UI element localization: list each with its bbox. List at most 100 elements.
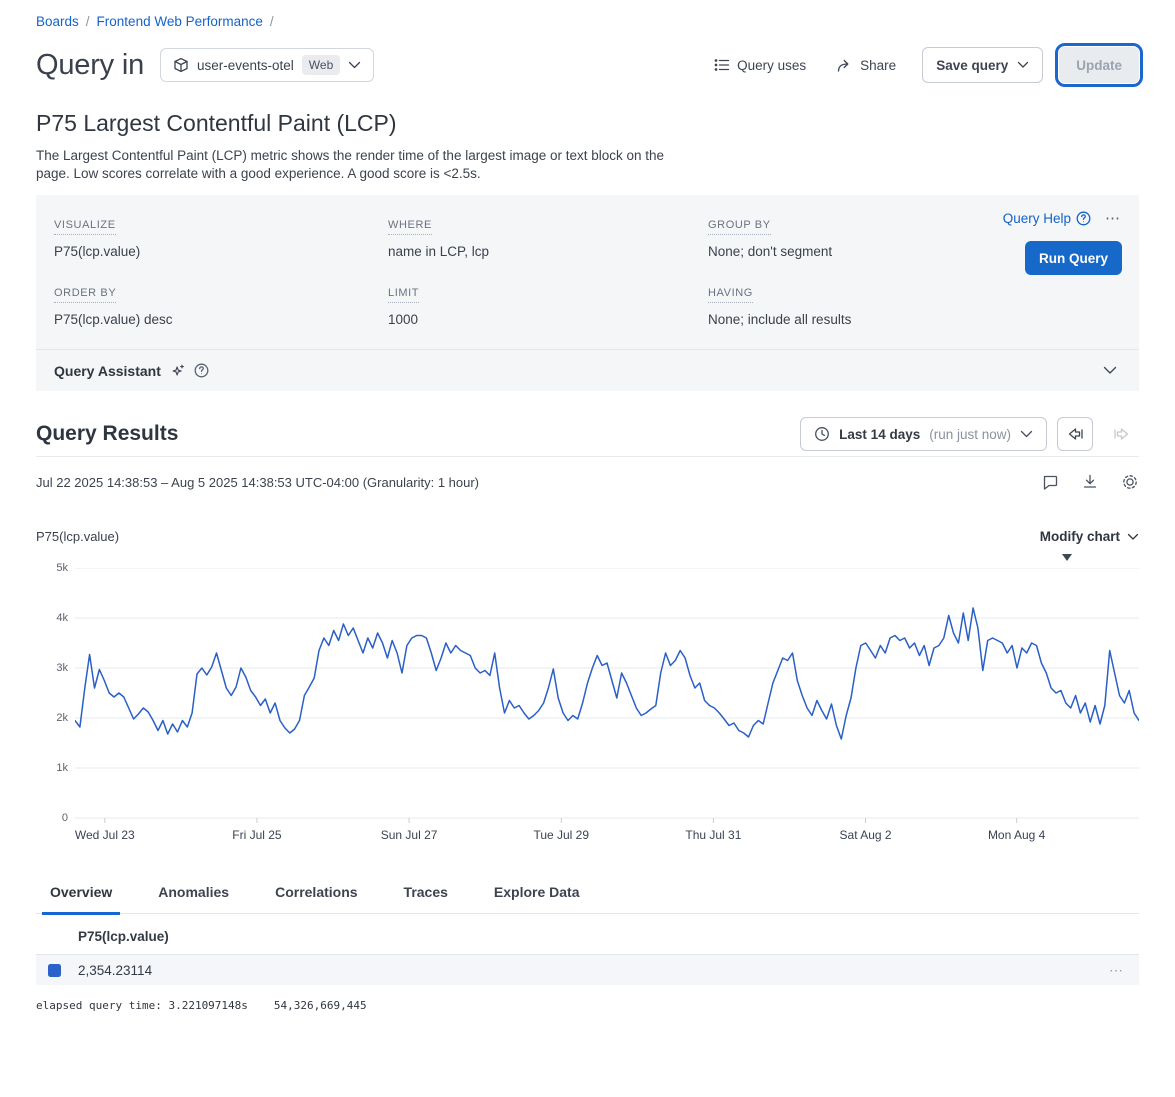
limit-clause[interactable]: LIMIT 1000 bbox=[388, 283, 708, 327]
visualize-label: VISUALIZE bbox=[54, 219, 116, 235]
gear-icon[interactable] bbox=[1121, 473, 1139, 491]
x-tick-label: Sun Jul 27 bbox=[381, 828, 438, 842]
modify-chart-button[interactable]: Modify chart bbox=[1040, 529, 1139, 544]
breadcrumb: Boards / Frontend Web Performance / bbox=[36, 14, 1175, 29]
query-uses-button[interactable]: Query uses bbox=[714, 58, 806, 73]
table-row[interactable]: 2,354.23114 ⋯ bbox=[36, 955, 1139, 985]
results-divider bbox=[36, 456, 1139, 457]
tab-overview[interactable]: Overview bbox=[42, 884, 120, 913]
share-button[interactable]: Share bbox=[836, 58, 896, 73]
lcp-line-chart[interactable]: 01k2k3k4k5k Wed Jul 23Fri Jul 25Sun Jul … bbox=[36, 552, 1139, 846]
y-tick-label: 5k bbox=[36, 561, 68, 575]
group-by-clause[interactable]: GROUP BY None; don't segment bbox=[708, 215, 989, 259]
table-column-header: P75(lcp.value) bbox=[36, 914, 1139, 955]
results-header: Query Results Last 14 days (run just now… bbox=[36, 417, 1139, 451]
x-tick-label: Tue Jul 29 bbox=[533, 828, 589, 842]
timestamp-row: Jul 22 2025 14:38:53 – Aug 5 2025 14:38:… bbox=[36, 473, 1139, 491]
query-assistant-bar[interactable]: Query Assistant bbox=[36, 349, 1139, 391]
builder-more-menu[interactable]: ⋯ bbox=[1105, 209, 1121, 227]
dataset-icon bbox=[173, 57, 189, 73]
update-button[interactable]: Update bbox=[1059, 47, 1139, 83]
query-description: The Largest Contentful Paint (LCP) metri… bbox=[36, 147, 699, 183]
query-assistant-label: Query Assistant bbox=[54, 363, 161, 379]
clock-icon bbox=[814, 426, 830, 442]
visualize-clause[interactable]: VISUALIZE P75(lcp.value) bbox=[54, 215, 388, 259]
download-icon[interactable] bbox=[1081, 473, 1099, 491]
time-range-selector[interactable]: Last 14 days (run just now) bbox=[800, 417, 1047, 451]
dataset-name: user-events-otel bbox=[197, 58, 294, 73]
time-range-value: Last 14 days bbox=[839, 427, 920, 442]
dataset-selector[interactable]: user-events-otel Web bbox=[160, 48, 374, 82]
elapsed-time-text: elapsed query time: 3.221097148s bbox=[36, 999, 248, 1012]
tab-anomalies[interactable]: Anomalies bbox=[150, 884, 237, 913]
x-tick-label: Wed Jul 23 bbox=[75, 828, 135, 842]
help-circle-icon bbox=[1076, 211, 1091, 226]
query-help-link[interactable]: Query Help bbox=[1003, 211, 1091, 226]
chart-series-label: P75(lcp.value) bbox=[36, 529, 119, 544]
share-label: Share bbox=[860, 58, 896, 73]
sparkle-icon bbox=[170, 363, 186, 379]
order-by-value[interactable]: P75(lcp.value) desc bbox=[54, 312, 388, 327]
list-icon bbox=[714, 58, 730, 72]
time-range-note: (run just now) bbox=[929, 427, 1011, 442]
having-clause[interactable]: HAVING None; include all results bbox=[708, 283, 989, 327]
x-tick-label: Thu Jul 31 bbox=[685, 828, 741, 842]
share-arrow-icon bbox=[836, 58, 853, 73]
breadcrumb-boards-link[interactable]: Boards bbox=[36, 14, 79, 29]
having-value[interactable]: None; include all results bbox=[708, 312, 989, 327]
order-by-clause[interactable]: ORDER BY P75(lcp.value) desc bbox=[54, 283, 388, 327]
results-heading: Query Results bbox=[36, 422, 178, 446]
x-tick-label: Mon Aug 4 bbox=[988, 828, 1045, 842]
group-by-value[interactable]: None; don't segment bbox=[708, 244, 989, 259]
tab-explore-data[interactable]: Explore Data bbox=[486, 884, 588, 913]
query-header-row: Query in user-events-otel Web Query uses… bbox=[36, 44, 1139, 86]
chart-plot[interactable] bbox=[75, 568, 1139, 826]
limit-value[interactable]: 1000 bbox=[388, 312, 708, 327]
query-uses-label: Query uses bbox=[737, 58, 806, 73]
query-time-range-text: Jul 22 2025 14:38:53 – Aug 5 2025 14:38:… bbox=[36, 475, 479, 490]
chart-marker-triangle[interactable] bbox=[1062, 554, 1072, 561]
group-by-label: GROUP BY bbox=[708, 219, 771, 235]
assistant-help-icon[interactable] bbox=[194, 363, 209, 378]
series-color-swatch bbox=[48, 964, 61, 977]
query-title: P75 Largest Contentful Paint (LCP) bbox=[36, 110, 1139, 137]
query-stats-footer: elapsed query time: 3.221097148s 54,326,6… bbox=[36, 999, 1139, 1012]
history-back-button[interactable] bbox=[1057, 417, 1093, 451]
visualize-value[interactable]: P75(lcp.value) bbox=[54, 244, 388, 259]
run-query-button[interactable]: Run Query bbox=[1025, 241, 1122, 275]
y-tick-label: 0 bbox=[36, 811, 68, 825]
y-tick-label: 1k bbox=[36, 761, 68, 775]
chevron-down-icon bbox=[1020, 430, 1033, 438]
where-value[interactable]: name in LCP, lcp bbox=[388, 244, 708, 259]
row-value: 2,354.23114 bbox=[78, 963, 152, 978]
row-more-menu[interactable]: ⋯ bbox=[1109, 962, 1125, 979]
y-tick-label: 2k bbox=[36, 711, 68, 725]
tab-correlations[interactable]: Correlations bbox=[267, 884, 365, 913]
chevron-down-icon bbox=[1017, 61, 1029, 69]
page-title: Query in bbox=[36, 49, 144, 82]
y-tick-label: 4k bbox=[36, 611, 68, 625]
arrow-forward-icon bbox=[1112, 426, 1131, 442]
having-label: HAVING bbox=[708, 287, 753, 303]
history-forward-button[interactable] bbox=[1103, 417, 1139, 451]
where-clause[interactable]: WHERE name in LCP, lcp bbox=[388, 215, 708, 259]
x-tick-label: Sat Aug 2 bbox=[840, 828, 892, 842]
assistant-expand-chevron-icon[interactable] bbox=[1103, 366, 1117, 375]
save-query-button[interactable]: Save query bbox=[922, 47, 1043, 83]
modify-chart-label: Modify chart bbox=[1040, 529, 1120, 544]
comment-icon[interactable] bbox=[1041, 474, 1059, 491]
query-help-label: Query Help bbox=[1003, 211, 1071, 226]
breadcrumb-separator: / bbox=[86, 14, 90, 29]
chevron-down-icon bbox=[1127, 533, 1139, 541]
save-query-label: Save query bbox=[936, 58, 1008, 73]
event-count-text: 54,326,669,445 bbox=[274, 999, 367, 1012]
limit-label: LIMIT bbox=[388, 287, 419, 303]
arrow-back-icon bbox=[1066, 426, 1085, 442]
breadcrumb-board-link[interactable]: Frontend Web Performance bbox=[97, 14, 263, 29]
where-label: WHERE bbox=[388, 219, 432, 235]
chart-label-row: P75(lcp.value) Modify chart bbox=[36, 529, 1139, 544]
tab-traces[interactable]: Traces bbox=[396, 884, 456, 913]
chevron-down-icon bbox=[348, 61, 361, 69]
x-tick-label: Fri Jul 25 bbox=[232, 828, 281, 842]
breadcrumb-separator-2: / bbox=[270, 14, 274, 29]
